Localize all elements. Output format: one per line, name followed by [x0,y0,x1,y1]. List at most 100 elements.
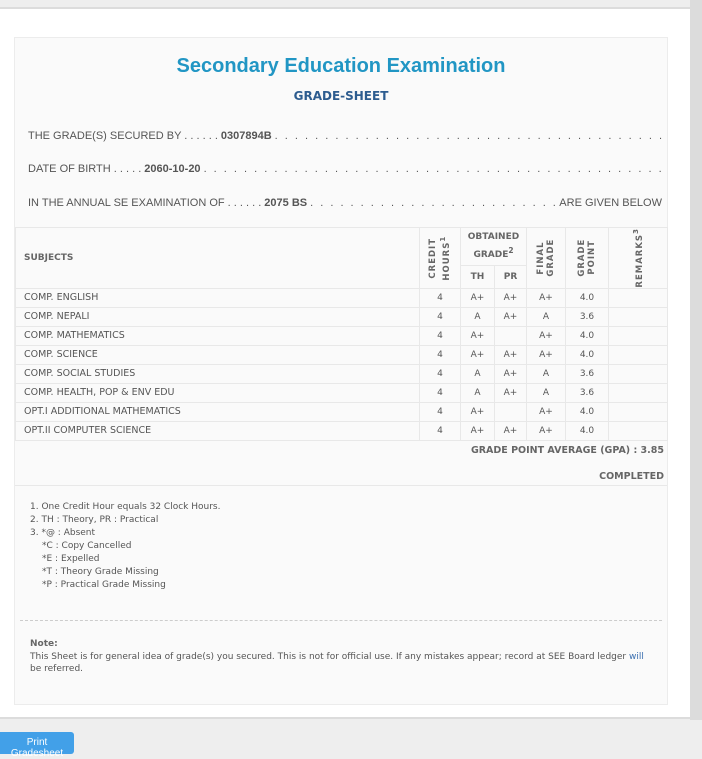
credit-hours-label: CREDIT HOURS [428,237,452,281]
cell-th: A+ [460,420,495,441]
cell-pr: A+ [494,344,527,365]
table-row: COMP. ENGLISH 4 A+ A+ A+ 4.0 [15,287,668,308]
cell-remarks [608,306,668,327]
gradesheet-panel: Secondary Education Examination GRADE-SH… [0,7,692,719]
dotted-leader: . . . . . . . . . . . . . . . . . . . . … [274,130,662,142]
cell-th: A [460,382,495,403]
cell-final: A+ [526,420,566,441]
table-row: COMP. SCIENCE 4 A+ A+ A+ 4.0 [15,344,668,365]
gradesheet-card: Secondary Education Examination GRADE-SH… [14,37,668,705]
table-row: OPT.II COMPUTER SCIENCE 4 A+ A+ A+ 4.0 [15,420,668,441]
cell-subject: COMP. HEALTH, POP & ENV EDU [15,382,420,403]
cell-subject: COMP. SOCIAL STUDIES [15,363,420,384]
footnotes: 1. One Credit Hour equals 32 Clock Hours… [30,501,220,592]
note-label: Note: [30,639,58,649]
cell-th: A+ [460,325,495,346]
exam-label: IN THE ANNUAL SE EXAMINATION OF . . . . … [28,197,262,209]
footnote: 3. *@ : Absent [30,528,96,538]
dob-label: DATE OF BIRTH . . . . . [28,163,142,175]
footnote-ref: 3 [631,228,641,234]
cell-credit: 4 [419,401,461,422]
footnote: *E : Expelled [42,554,100,564]
cell-gp: 3.6 [565,306,609,327]
footnote: *C : Copy Cancelled [42,541,132,551]
page-title: Secondary Education Examination [176,55,506,77]
secured-by-line: THE GRADE(S) SECURED BY . . . . . . 03078… [28,130,662,142]
cell-final: A+ [526,344,566,365]
gpa-value: GRADE POINT AVERAGE (GPA) : 3.85 [470,445,664,456]
cell-pr: A+ [494,382,527,403]
cell-subject: COMP. NEPALI [15,306,420,327]
cell-remarks [608,344,668,365]
footnote-ref: 1 [438,235,448,242]
header-credit-hours: CREDIT HOURS1 [419,227,461,289]
note-text: This Sheet is for general idea of grade(… [30,651,627,662]
dotted-leader: . . . . . . . . . . . . . . . . . . . . … [310,197,559,209]
cell-gp: 4.0 [565,344,609,365]
note-tail: be referred. [30,664,84,674]
cell-credit: 4 [419,306,461,327]
cell-pr: A+ [494,420,527,441]
footnote: *T : Theory Grade Missing [42,567,159,577]
cell-subject: COMP. ENGLISH [15,287,420,308]
cell-final: A+ [526,401,566,422]
cell-pr [494,325,527,346]
footnote: 2. TH : Theory, PR : Practical [30,515,159,525]
grades-table: SUBJECTS CREDIT HOURS1 OBTAINED GRADE2 F… [15,226,668,441]
cell-th: A [460,363,495,384]
print-gradesheet-button[interactable]: Print Gradesheet [0,732,74,759]
dob-value: 2060-10-20 [144,163,201,175]
cell-remarks [608,363,668,384]
cell-credit: 4 [419,325,461,346]
dob-line: DATE OF BIRTH . . . . . 2060-10-20. . . .… [28,163,662,175]
cell-gp: 4.0 [565,287,609,308]
cell-gp: 4.0 [565,325,609,346]
cell-pr [494,401,527,422]
cell-final: A+ [526,287,566,308]
table-row: COMP. HEALTH, POP & ENV EDU 4 A A+ A 3.6 [15,382,668,403]
cell-final: A [526,363,566,384]
header-obtained-grade: OBTAINED GRADE2 [460,226,527,267]
cell-remarks [608,287,668,308]
result-status: COMPLETED [599,471,664,482]
cell-th: A+ [460,344,495,365]
cell-gp: 4.0 [565,420,609,441]
table-row: OPT.I ADDITIONAL MATHEMATICS 4 A+ A+ 4.0 [15,401,668,422]
secured-by-label: THE GRADE(S) SECURED BY . . . . . . [28,130,218,142]
cell-remarks [608,420,668,441]
cell-credit: 4 [419,344,461,365]
footnote: 1. One Credit Hour equals 32 Clock Hours… [30,502,221,512]
cell-final: A [526,382,566,403]
dotted-leader: . . . . . . . . . . . . . . . . . . . . … [203,163,662,175]
header-th: TH [460,265,495,289]
exam-line: IN THE ANNUAL SE EXAMINATION OF . . . . … [28,197,662,209]
page-subtitle: GRADE-SHEET [293,89,389,103]
table-row: COMP. MATHEMATICS 4 A+ A+ 4.0 [15,325,668,346]
cell-gp: 3.6 [565,363,609,384]
cell-gp: 3.6 [565,382,609,403]
cell-th: A+ [460,401,495,422]
remarks-label: REMARKS [634,233,645,288]
cell-credit: 4 [419,420,461,441]
header-final-grade: FINAL GRADE [526,227,566,289]
table-row: COMP. NEPALI 4 A A+ A 3.6 [15,306,668,327]
symbol-number: 0307894B [220,130,272,142]
cell-subject: COMP. MATHEMATICS [15,325,420,346]
cell-gp: 4.0 [565,401,609,422]
table-row: COMP. SOCIAL STUDIES 4 A A+ A 3.6 [15,363,668,384]
cell-th: A+ [460,287,495,308]
cell-final: A [526,306,566,327]
scrollbar-track [690,0,702,720]
given-below-label: ARE GIVEN BELOW [559,197,662,209]
obtained-grade-label: OBTAINED GRADE [467,232,520,261]
cell-credit: 4 [419,363,461,384]
footnote: *P : Practical Grade Missing [42,580,166,590]
cell-remarks [608,382,668,403]
cell-pr: A+ [494,306,527,327]
final-grade-label: FINAL GRADE [536,238,556,277]
cell-credit: 4 [419,382,461,403]
grades-table-body: COMP. ENGLISH 4 A+ A+ A+ 4.0 COMP. NEPALI 4 A A+ A… [15,287,668,441]
divider [15,485,667,486]
cell-th: A [460,306,495,327]
note-link: will [628,651,644,662]
